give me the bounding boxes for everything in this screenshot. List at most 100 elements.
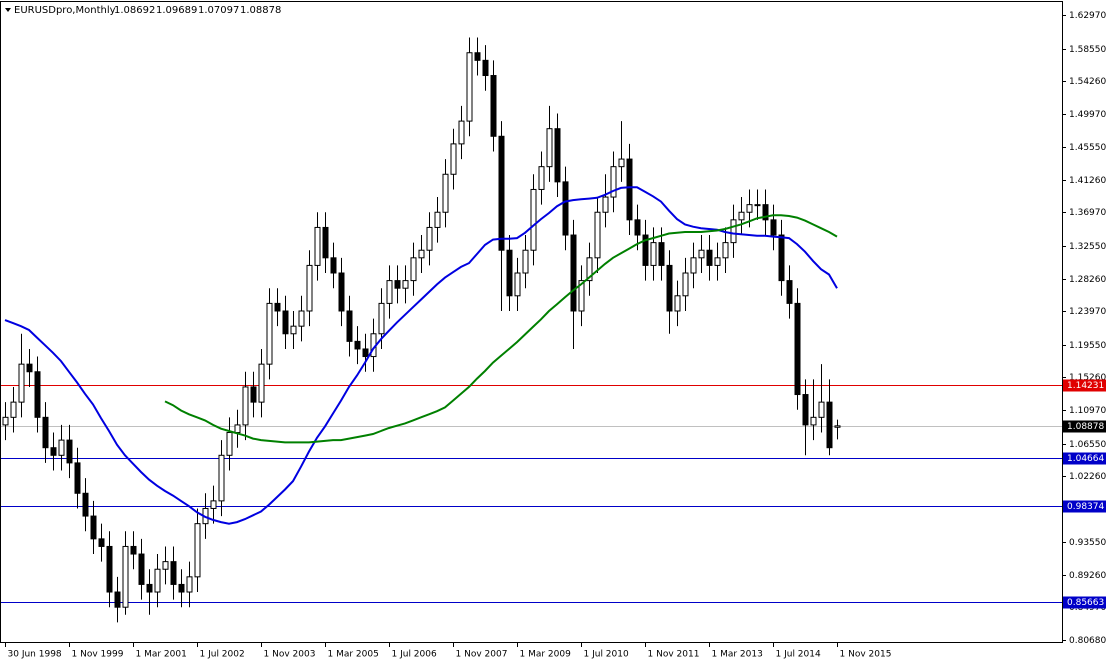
x-tick-label: 1 Jul 2002 <box>200 650 245 660</box>
header-close: 1.08878 <box>240 5 281 16</box>
candle-body <box>442 173 449 213</box>
candle-body <box>34 371 41 418</box>
candle-body <box>650 242 657 266</box>
price-label-bg <box>1063 420 1106 433</box>
candle-body <box>242 386 249 426</box>
candle-body <box>786 280 793 304</box>
candle-body <box>546 128 553 168</box>
y-tick-label: 1.49970 <box>1069 110 1106 120</box>
candle-body <box>162 561 169 570</box>
candle-body <box>66 439 73 464</box>
x-tick-label: 1 Nov 2003 <box>264 650 316 660</box>
price-label: 1.08878 <box>1067 422 1104 432</box>
candle-body <box>762 204 769 221</box>
candle-body <box>130 545 137 555</box>
candle-body <box>834 425 841 428</box>
moving-average <box>164 214 838 444</box>
candle-body <box>426 226 433 251</box>
level-label: 0.98374 <box>1067 502 1104 512</box>
candle-body <box>82 492 89 517</box>
candle-body <box>618 158 625 168</box>
candle-body <box>346 310 353 342</box>
candle-body <box>226 432 233 456</box>
x-tick-label: 1 Nov 2007 <box>456 650 508 660</box>
candle-body <box>778 234 785 282</box>
candle-body <box>410 257 417 282</box>
x-tick-label: 1 Jul 2010 <box>584 650 629 660</box>
x-tick-label: 1 Nov 2011 <box>648 650 700 660</box>
candle-body <box>186 576 193 593</box>
y-tick-label: 1.06550 <box>1069 440 1106 450</box>
candle-body <box>474 52 481 61</box>
y-tick-label: 1.32550 <box>1069 242 1106 252</box>
candle-body <box>522 249 529 274</box>
candle-body <box>682 272 689 297</box>
candle-body <box>666 264 673 312</box>
header-high: 1.09689 <box>156 5 197 16</box>
candle-body <box>586 257 593 282</box>
y-tick-label: 0.89260 <box>1069 571 1106 581</box>
y-tick-label: 0.80680 <box>1069 636 1106 646</box>
candle-body <box>266 302 273 365</box>
y-tick-label: 1.45550 <box>1069 143 1106 153</box>
candle-body <box>10 401 17 418</box>
candle-body <box>818 401 825 418</box>
candle-body <box>98 538 105 547</box>
y-tick-label: 1.58550 <box>1069 45 1106 55</box>
y-tick-label: 1.10970 <box>1069 406 1106 416</box>
x-tick-label: 1 Nov 2015 <box>840 650 892 660</box>
candle-body <box>114 591 121 608</box>
candle-body <box>306 264 313 312</box>
x-tick-label: 1 Jul 2014 <box>776 650 821 660</box>
y-tick-label: 0.93550 <box>1069 538 1106 548</box>
candle-body <box>794 302 801 396</box>
candle-body <box>402 280 409 289</box>
y-tick-label: 1.36970 <box>1069 208 1106 218</box>
header-icon <box>5 8 11 12</box>
candle-body <box>770 219 777 236</box>
candle-body <box>730 219 737 244</box>
candle-body <box>562 181 569 236</box>
level-label: 0.85663 <box>1067 598 1104 608</box>
candle-body <box>42 416 49 449</box>
candle-body <box>826 401 833 449</box>
candle-body <box>362 348 369 358</box>
candle-body <box>394 280 401 289</box>
candle-body <box>490 75 497 137</box>
candle-body <box>610 166 617 198</box>
candle-body <box>146 583 153 593</box>
candle-body <box>690 257 697 274</box>
x-tick-label: 1 Mar 2001 <box>136 650 187 660</box>
candle-body <box>642 234 649 266</box>
candle-body <box>706 249 713 266</box>
candle-body <box>386 280 393 304</box>
plot-area <box>0 37 1062 623</box>
level-label: 1.14231 <box>1067 381 1104 391</box>
plot-border <box>0 1 1063 643</box>
candle-body <box>338 272 345 312</box>
candle-body <box>314 226 321 266</box>
candle-body <box>674 295 681 312</box>
candle-body <box>722 242 729 259</box>
candle-body <box>194 523 201 578</box>
header: EURUSDpro,Monthly 1.08692 1.09689 1.0709… <box>5 5 281 16</box>
candle-body <box>282 310 289 335</box>
x-tick-label: 1 Mar 2005 <box>328 650 379 660</box>
y-tick-label: 1.41260 <box>1069 176 1106 186</box>
candle-body <box>322 226 329 259</box>
candle-body <box>18 363 25 403</box>
level-label-bg <box>1063 379 1106 392</box>
candle-body <box>298 310 305 327</box>
candle-body <box>154 568 161 593</box>
candle-body <box>138 553 145 585</box>
candle-body <box>746 204 753 213</box>
candle-body <box>26 363 33 373</box>
candle-body <box>354 340 361 350</box>
candle-body <box>698 249 705 259</box>
candle-body <box>538 166 545 190</box>
candle-body <box>74 462 81 494</box>
candle-body <box>458 120 465 145</box>
candle-body <box>178 583 185 593</box>
